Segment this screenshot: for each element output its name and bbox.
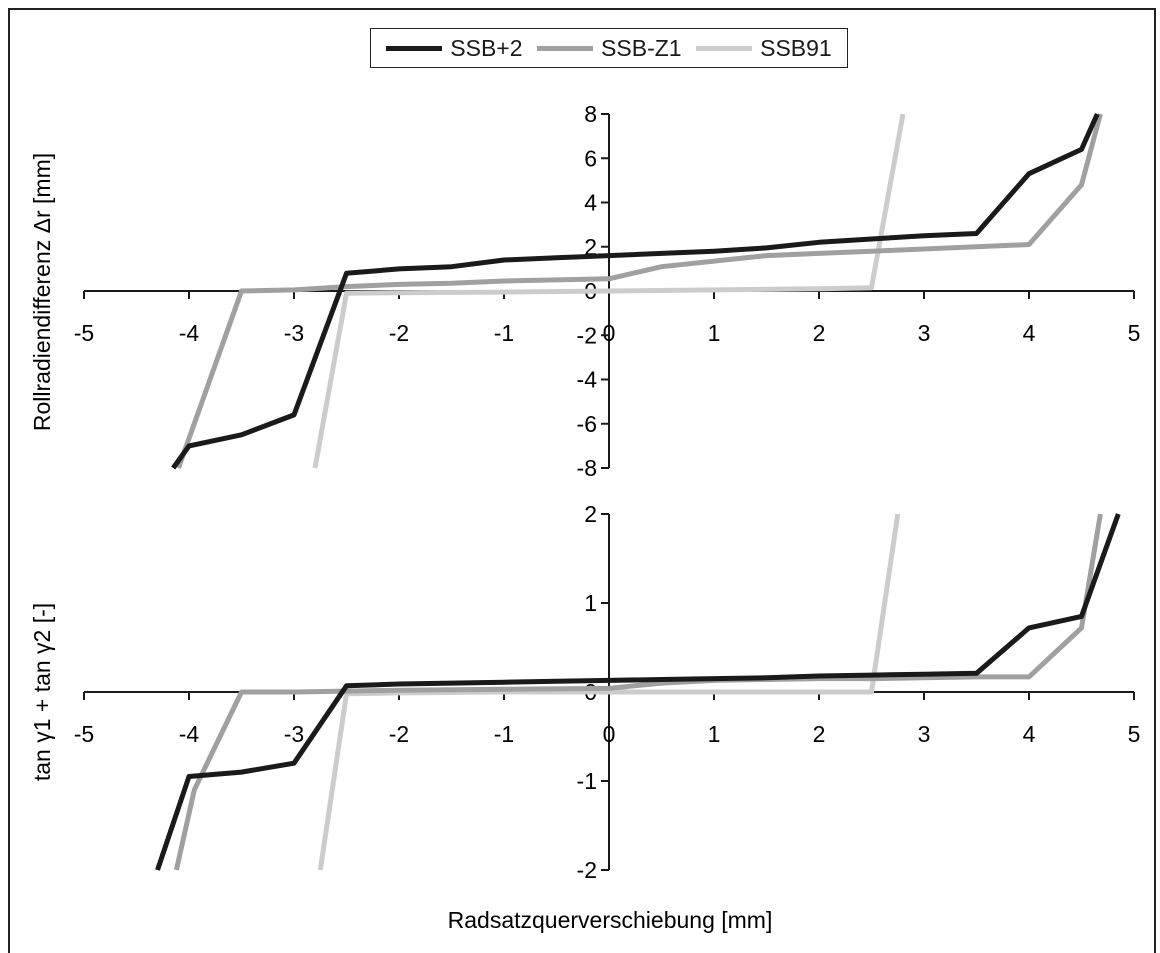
- x-tick-label: -1: [494, 721, 514, 747]
- legend-item-ssb91: SSB91: [696, 35, 832, 62]
- y-tick-label: 8: [584, 101, 597, 127]
- y-tick-label: 6: [584, 145, 597, 171]
- legend-label-ssb91: SSB91: [760, 34, 832, 61]
- x-tick-label: 5: [1128, 320, 1141, 346]
- x-axis-label: Radsatzquerverschiebung [mm]: [448, 907, 773, 933]
- x-tick-label: 0: [603, 721, 616, 747]
- legend-swatch-ssb91: [696, 45, 753, 51]
- x-tick-label: -5: [74, 721, 94, 747]
- y-tick-label: 4: [584, 190, 597, 216]
- y-tick-label: -2: [577, 322, 597, 348]
- legend: SSB+2 SSB-Z1 SSB91: [370, 28, 848, 68]
- x-tick-label: 0: [603, 320, 616, 346]
- legend-swatch-ssbz1: [537, 45, 594, 51]
- x-tick-label: -5: [74, 320, 94, 346]
- x-tick-label: 4: [1023, 320, 1036, 346]
- x-tick-label: -4: [179, 320, 200, 346]
- y-tick-label: -4: [577, 367, 598, 393]
- series-line-ssb2: [155, 513, 1121, 871]
- x-tick-label: 4: [1023, 721, 1036, 747]
- y-tick-label: -2: [577, 857, 597, 883]
- series-line-ssb2: [171, 112, 1100, 470]
- x-tick-label: -3: [284, 320, 304, 346]
- x-tick-label: -3: [284, 721, 304, 747]
- x-tick-label: -2: [389, 721, 409, 747]
- x-tick-label: 2: [813, 721, 826, 747]
- figure-frame: [8, 8, 1156, 953]
- x-tick-label: -4: [179, 721, 200, 747]
- legend-label-ssbz1: SSB-Z1: [601, 34, 682, 61]
- series-line-ssbz1: [173, 513, 1103, 871]
- series-line-ssb91: [312, 113, 906, 469]
- y-tick-label: -6: [577, 411, 597, 437]
- y-axis-label-top: Rollradiendifferenz Δr [mm]: [29, 153, 55, 431]
- x-tick-label: -1: [494, 320, 514, 346]
- legend-swatch-ssb2: [386, 45, 443, 51]
- y-tick-label: 2: [584, 234, 597, 260]
- legend-label-ssb2: SSB+2: [450, 34, 523, 61]
- y-axis-label-bottom: tan γ1 + tan γ2 [-]: [29, 603, 55, 781]
- legend-item-ssbz1: SSB-Z1: [537, 35, 682, 62]
- x-tick-label: 3: [918, 721, 931, 747]
- y-tick-label: -8: [577, 455, 597, 481]
- y-tick-label: 2: [584, 501, 597, 527]
- y-tick-label: 1: [584, 590, 597, 616]
- x-tick-label: 3: [918, 320, 931, 346]
- x-tick-label: 1: [708, 721, 721, 747]
- x-tick-label: -2: [389, 320, 409, 346]
- y-tick-label: -1: [577, 768, 597, 794]
- x-tick-label: 2: [813, 320, 826, 346]
- x-tick-label: 1: [708, 320, 721, 346]
- series-line-ssb91: [317, 513, 901, 871]
- legend-item-ssb2: SSB+2: [386, 34, 523, 62]
- series-line-ssbz1: [176, 113, 1103, 469]
- x-tick-label: 5: [1128, 721, 1141, 747]
